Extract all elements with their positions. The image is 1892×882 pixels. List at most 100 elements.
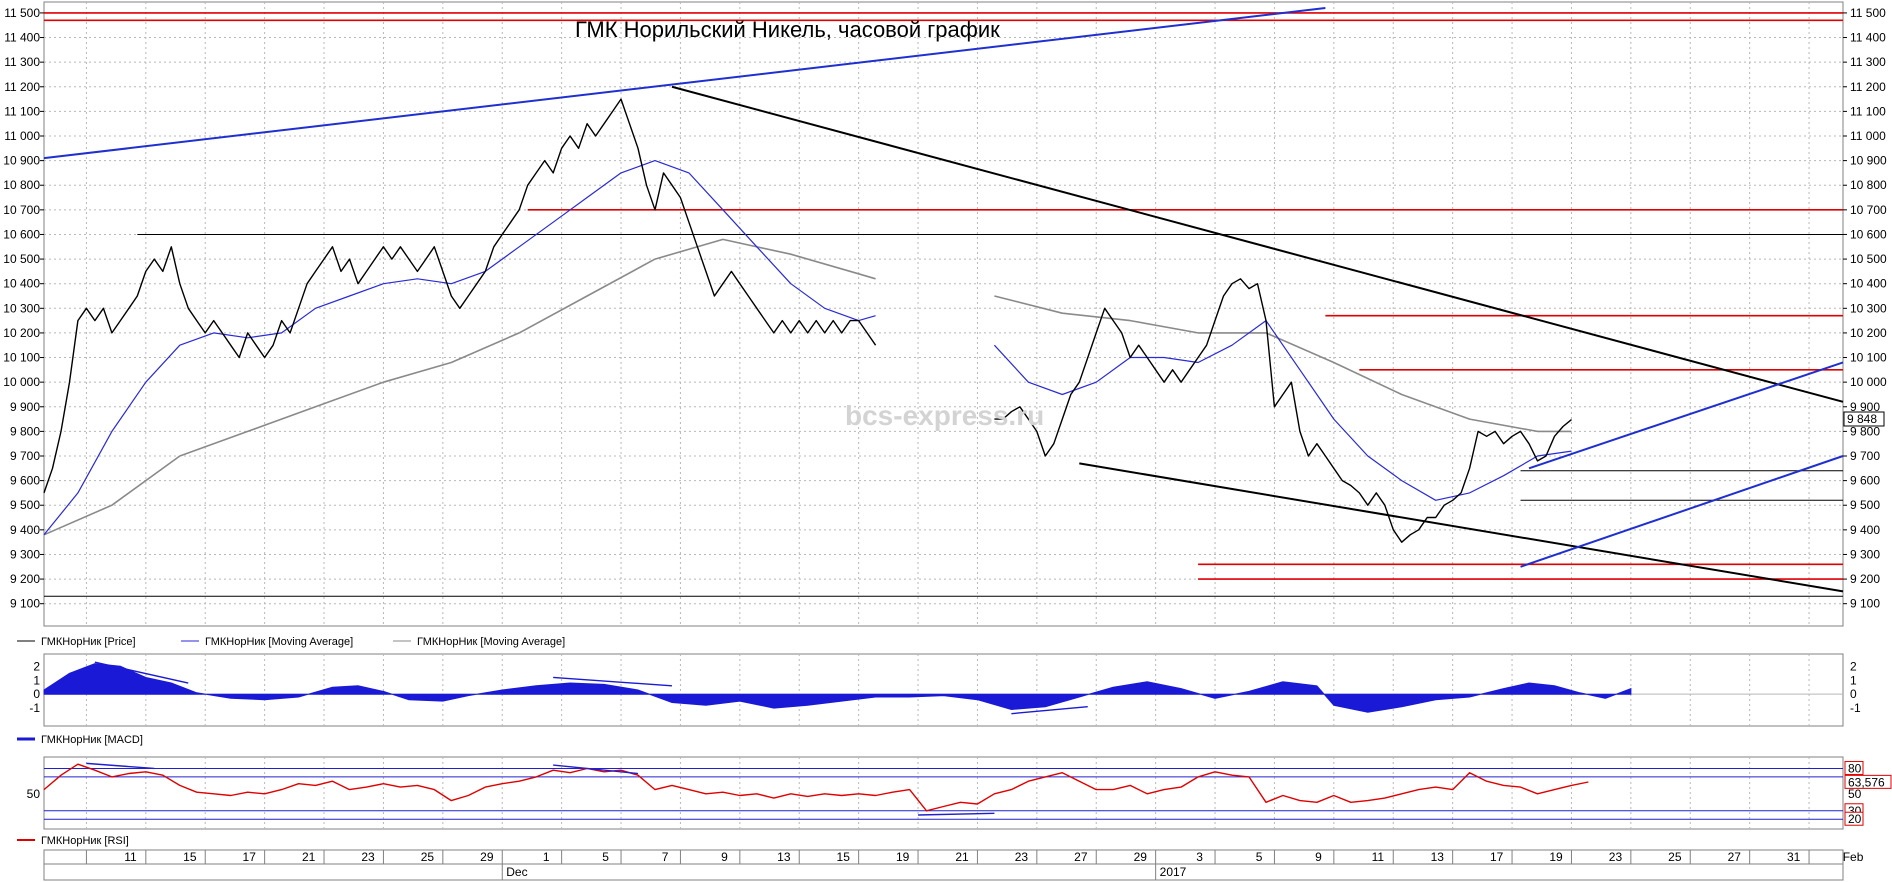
price-y-tick-label-right: 10 800 [1850,178,1887,192]
price-y-tick-label: 9 100 [10,597,40,611]
price-y-tick-label-right: 10 700 [1850,203,1887,217]
price-y-tick-label: 10 000 [3,375,40,389]
price-y-tick-label: 11 400 [4,31,40,45]
price-legend: ГМКНорНик [Price] ГМКНорНик [Moving Aver… [17,636,565,648]
macd-divergence-line [94,661,189,684]
time-tick-label: 23 [1609,850,1623,864]
macd-panel: 2 21 10 0-1 -1 [29,653,1861,727]
price-y-tick-label-right: 9 300 [1850,547,1880,561]
ma-slow-series [43,238,1572,536]
legend-label-ma-fast: ГМКНорНик [Moving Average] [205,636,353,648]
price-y-tick-label: 10 500 [3,252,40,266]
legend-label-ma-slow: ГМКНорНик [Moving Average] [417,636,565,648]
price-panel: 9 100 9 200 9 300 9 400 9 500 9 600 9 700 9 800… [3,1,1887,627]
price-y-tick-label-right: 10 900 [1850,154,1887,168]
time-tick-label: 27 [1728,850,1742,864]
time-tick-label: 17 [243,850,257,864]
price-y-tick-label-right: 9 900 [1850,400,1880,414]
legend-label-macd: ГМКНорНик [MACD] [41,734,143,746]
price-y-tick-label-right: 11 300 [1850,55,1886,69]
price-y-tick-label: 10 400 [3,277,40,291]
price-y-tick-label-right: 10 600 [1850,227,1887,241]
time-ticks: 11 15 17 21 23 25 29 1 5 7 9 13 15 19 21 23 27 29 3 5 9 11 13 1… [85,850,1864,864]
price-y-tick-label: 10 200 [3,326,40,340]
trendline [1528,361,1844,470]
rsi-value-badge [1844,811,1864,826]
time-tick-label: 7 [662,850,669,864]
time-tick-label: 23 [361,850,375,864]
time-tick-label: 1 [543,850,550,864]
time-tick-label: 9 [1315,850,1322,864]
price-y-tick-label-right: 10 200 [1850,326,1887,340]
time-tick-label: 23 [1015,850,1029,864]
time-tick-label: 17 [1490,850,1504,864]
price-y-tick-label: 9 500 [10,498,40,512]
rsi-line [43,763,1589,812]
price-y-tick-label: 9 200 [10,572,40,586]
time-tick-label: 19 [1549,850,1563,864]
macd-area [43,663,1632,713]
price-trendlines [43,7,1844,593]
price-y-tick-label-right: 9 100 [1850,597,1880,611]
price-series [43,98,1572,543]
trendline [43,7,1326,160]
macd-series [43,663,1632,713]
time-axis: 11 15 17 21 23 25 29 1 5 7 9 13 15 19 21 23 27 29 3 5 9 11 13 1… [43,849,1864,881]
price-y-tick-label-right: 9 500 [1850,498,1880,512]
price-y-tick-label: 9 700 [10,449,40,463]
price-y-tick-label-right: 11 400 [1850,31,1886,45]
rsi-divergence-line [918,812,995,816]
macd-y-tick-label: -1 [29,701,40,715]
price-y-tick-label-right: 10 000 [1850,375,1887,389]
trendline [671,85,1844,403]
price-y-tick-label: 9 900 [10,400,40,414]
macd-divergence-lines [94,661,1088,715]
rsi-y-tick-label-right: 63,576 [1848,775,1885,789]
ma-fast-series [43,160,1572,536]
macd-y-tick-label-right: -1 [1850,701,1861,715]
time-axis-frame [43,849,1844,881]
trendline [1520,455,1844,568]
rsi-y-tick-label-right: 80 [1848,761,1862,775]
macd-y-tick-label: 2 [33,659,40,673]
price-y-tick-label: 10 600 [3,227,40,241]
price-y-tick-label: 9 600 [10,474,40,488]
ma-slow-line [43,238,1572,536]
time-tick-label: 27 [1074,850,1088,864]
rsi-divergence-line [553,764,639,775]
macd-legend: ГМКНорНик [MACD] [17,734,143,746]
time-tick-label: 9 [721,850,728,864]
rsi-value-badge [1844,774,1892,789]
rsi-series [43,763,1589,812]
time-tick-label: 15 [183,850,197,864]
price-y-tick-label: 9 300 [10,547,40,561]
time-tick-label: 21 [955,850,969,864]
price-y-tick-label-right: 11 100 [1850,104,1886,118]
time-tick-label: 11 [1372,850,1385,864]
legend-label-rsi: ГМКНорНик [RSI] [41,835,129,847]
time-tick-label: 31 [1787,850,1801,864]
time-tick-label: 13 [777,850,791,864]
rsi-y-tick-label-right: 50 [1848,787,1862,801]
price-y-tick-label-right: 9 800 [1850,424,1880,438]
time-tick-label: 5 [1256,850,1263,864]
macd-y-tick-label-right: 2 [1850,659,1857,673]
price-y-axis-left: 9 100 9 200 9 300 9 400 9 500 9 600 9 700 9 800… [3,6,44,611]
ma-fast-line [43,160,1572,536]
macd-y-tick-label-right: 1 [1850,673,1857,687]
time-tick-label: 25 [421,850,435,864]
trendline [1079,462,1844,593]
chart-title: ГМК Норильский Никель, часовой график [575,17,1000,42]
price-plot-frame [43,1,1844,627]
time-tick-label: 5 [602,850,609,864]
price-grid [44,2,1843,626]
price-y-axis-right: 9 100 9 200 9 300 9 400 9 500 9 600 9 700 9 800… [1843,6,1887,611]
price-y-tick-label-right: 9 600 [1850,474,1880,488]
time-major-label: 2017 [1160,865,1187,879]
price-y-tick-label-right: 9 700 [1850,449,1880,463]
time-tick-label: 3 [1196,850,1203,864]
rsi-plot-frame [43,756,1844,830]
